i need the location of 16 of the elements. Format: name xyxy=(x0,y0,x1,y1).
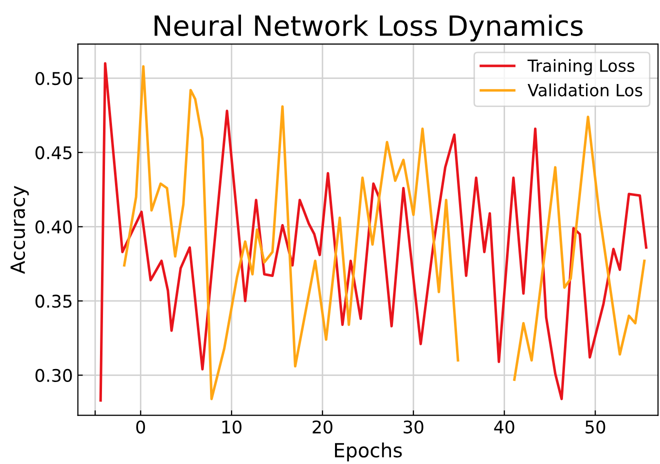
x-tick-label: 10 xyxy=(222,420,242,434)
y-tick-label: 0.45 xyxy=(36,146,72,160)
legend-label: Training Loss xyxy=(527,59,634,76)
x-tick-label: 50 xyxy=(586,420,606,434)
x-tick-label: 20 xyxy=(312,420,332,434)
y-tick-label: 0.40 xyxy=(36,220,72,234)
x-tick-label: 40 xyxy=(494,420,514,434)
x-axis-title: Epochs xyxy=(335,442,402,462)
y-tick-label: 0.30 xyxy=(36,368,72,382)
x-tick-label: 0 xyxy=(136,420,145,434)
y-tick-label: 0.50 xyxy=(36,72,72,86)
chart-title: Neural Network Loss Dynamics xyxy=(154,14,583,42)
legend-label: Validation Los xyxy=(528,84,642,96)
y-axis-title: Accuracy xyxy=(10,186,29,274)
x-tick-label: 30 xyxy=(404,420,424,434)
y-tick-label: 0.35 xyxy=(36,294,72,308)
